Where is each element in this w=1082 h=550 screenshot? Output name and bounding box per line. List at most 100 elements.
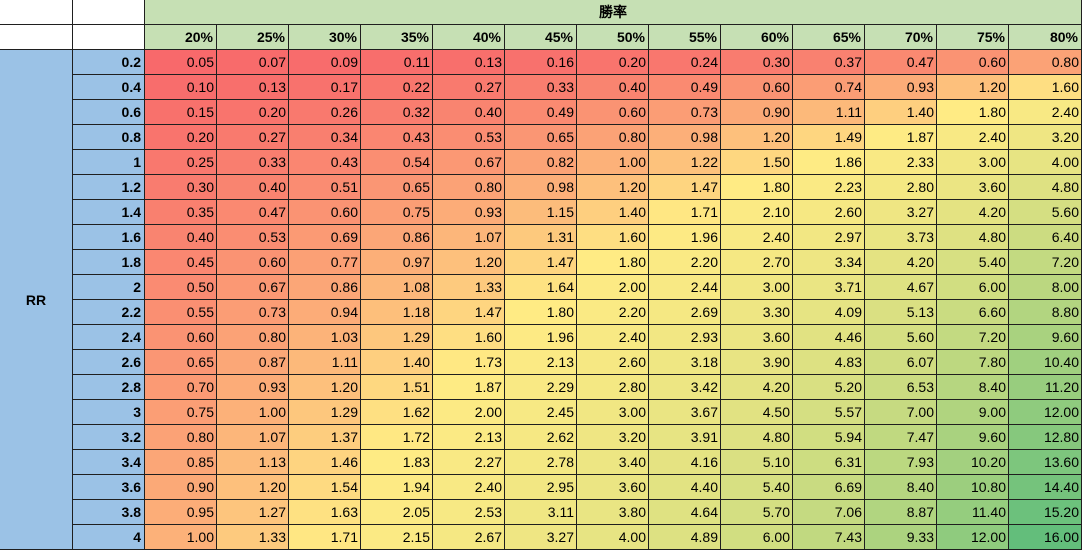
data-cell[interactable]: 4.46 xyxy=(793,325,865,350)
win-rate-col-header[interactable]: 65% xyxy=(793,25,865,50)
rr-row-header[interactable]: 0.2 xyxy=(73,50,145,75)
data-cell[interactable]: 1.20 xyxy=(937,75,1009,100)
data-cell[interactable]: 9.33 xyxy=(865,525,937,550)
data-cell[interactable]: 1.73 xyxy=(433,350,505,375)
data-cell[interactable]: 1.86 xyxy=(793,150,865,175)
data-cell[interactable]: 0.80 xyxy=(1009,50,1082,75)
data-cell[interactable]: 5.70 xyxy=(721,500,793,525)
data-cell[interactable]: 0.34 xyxy=(289,125,361,150)
data-cell[interactable]: 1.40 xyxy=(577,200,649,225)
data-cell[interactable]: 3.90 xyxy=(721,350,793,375)
data-cell[interactable]: 8.80 xyxy=(1009,300,1082,325)
data-cell[interactable]: 0.49 xyxy=(505,100,577,125)
data-cell[interactable]: 0.51 xyxy=(289,175,361,200)
data-cell[interactable]: 1.64 xyxy=(505,275,577,300)
data-cell[interactable]: 0.60 xyxy=(721,75,793,100)
data-cell[interactable]: 1.20 xyxy=(433,250,505,275)
data-cell[interactable]: 2.53 xyxy=(433,500,505,525)
data-cell[interactable]: 1.60 xyxy=(433,325,505,350)
data-cell[interactable]: 0.43 xyxy=(361,125,433,150)
data-cell[interactable]: 2.40 xyxy=(937,125,1009,150)
data-cell[interactable]: 0.67 xyxy=(433,150,505,175)
win-rate-col-header[interactable]: 35% xyxy=(361,25,433,50)
data-cell[interactable]: 2.67 xyxy=(433,525,505,550)
data-cell[interactable]: 4.20 xyxy=(721,375,793,400)
data-cell[interactable]: 4.64 xyxy=(649,500,721,525)
data-cell[interactable]: 1.71 xyxy=(649,200,721,225)
data-cell[interactable]: 4.80 xyxy=(721,425,793,450)
data-cell[interactable]: 3.67 xyxy=(649,400,721,425)
data-cell[interactable]: 0.49 xyxy=(649,75,721,100)
rr-row-header[interactable]: 1.2 xyxy=(73,175,145,200)
win-rate-col-header[interactable]: 20% xyxy=(145,25,217,50)
data-cell[interactable]: 0.93 xyxy=(865,75,937,100)
data-cell[interactable]: 1.00 xyxy=(577,150,649,175)
data-cell[interactable]: 0.85 xyxy=(145,450,217,475)
rr-row-header[interactable]: 3.2 xyxy=(73,425,145,450)
data-cell[interactable]: 0.27 xyxy=(433,75,505,100)
data-cell[interactable]: 0.33 xyxy=(505,75,577,100)
rr-row-header[interactable]: 3.8 xyxy=(73,500,145,525)
rr-row-header[interactable]: 0.6 xyxy=(73,100,145,125)
data-cell[interactable]: 1.29 xyxy=(289,400,361,425)
data-cell[interactable]: 10.20 xyxy=(937,450,1009,475)
data-cell[interactable]: 2.20 xyxy=(649,250,721,275)
data-cell[interactable]: 1.13 xyxy=(217,450,289,475)
data-cell[interactable]: 0.80 xyxy=(145,425,217,450)
data-cell[interactable]: 0.07 xyxy=(217,50,289,75)
data-cell[interactable]: 0.75 xyxy=(145,400,217,425)
data-cell[interactable]: 12.00 xyxy=(937,525,1009,550)
data-cell[interactable]: 1.46 xyxy=(289,450,361,475)
data-cell[interactable]: 7.47 xyxy=(865,425,937,450)
data-cell[interactable]: 0.65 xyxy=(145,350,217,375)
data-cell[interactable]: 0.16 xyxy=(505,50,577,75)
data-cell[interactable]: 0.37 xyxy=(793,50,865,75)
data-cell[interactable]: 11.20 xyxy=(1009,375,1082,400)
data-cell[interactable]: 3.80 xyxy=(577,500,649,525)
data-cell[interactable]: 1.03 xyxy=(289,325,361,350)
data-cell[interactable]: 2.15 xyxy=(361,525,433,550)
data-cell[interactable]: 0.75 xyxy=(361,200,433,225)
data-cell[interactable]: 0.87 xyxy=(217,350,289,375)
win-rate-col-header[interactable]: 70% xyxy=(865,25,937,50)
data-cell[interactable]: 1.20 xyxy=(577,175,649,200)
data-cell[interactable]: 5.10 xyxy=(721,450,793,475)
data-cell[interactable]: 2.40 xyxy=(1009,100,1082,125)
rr-row-header[interactable]: 1 xyxy=(73,150,145,175)
data-cell[interactable]: 1.18 xyxy=(361,300,433,325)
corner-cell[interactable] xyxy=(73,25,145,50)
data-cell[interactable]: 1.00 xyxy=(145,525,217,550)
data-cell[interactable]: 0.17 xyxy=(289,75,361,100)
data-cell[interactable]: 1.60 xyxy=(577,225,649,250)
data-cell[interactable]: 0.40 xyxy=(433,100,505,125)
data-cell[interactable]: 0.86 xyxy=(289,275,361,300)
data-cell[interactable]: 0.69 xyxy=(289,225,361,250)
data-cell[interactable]: 16.00 xyxy=(1009,525,1082,550)
data-cell[interactable]: 0.82 xyxy=(505,150,577,175)
data-cell[interactable]: 1.40 xyxy=(361,350,433,375)
data-cell[interactable]: 0.30 xyxy=(721,50,793,75)
data-cell[interactable]: 5.60 xyxy=(1009,200,1082,225)
data-cell[interactable]: 4.09 xyxy=(793,300,865,325)
rr-row-header[interactable]: 3.6 xyxy=(73,475,145,500)
data-cell[interactable]: 0.13 xyxy=(433,50,505,75)
data-cell[interactable]: 2.60 xyxy=(793,200,865,225)
data-cell[interactable]: 2.45 xyxy=(505,400,577,425)
data-cell[interactable]: 3.71 xyxy=(793,275,865,300)
data-cell[interactable]: 0.97 xyxy=(361,250,433,275)
data-cell[interactable]: 2.80 xyxy=(577,375,649,400)
data-cell[interactable]: 0.45 xyxy=(145,250,217,275)
rr-row-header[interactable]: 1.4 xyxy=(73,200,145,225)
data-cell[interactable]: 0.65 xyxy=(361,175,433,200)
data-cell[interactable]: 3.40 xyxy=(577,450,649,475)
data-cell[interactable]: 0.60 xyxy=(289,200,361,225)
data-cell[interactable]: 4.80 xyxy=(1009,175,1082,200)
data-cell[interactable]: 1.50 xyxy=(721,150,793,175)
data-cell[interactable]: 0.40 xyxy=(217,175,289,200)
data-cell[interactable]: 0.73 xyxy=(649,100,721,125)
data-cell[interactable]: 4.40 xyxy=(649,475,721,500)
data-cell[interactable]: 6.60 xyxy=(937,300,1009,325)
data-cell[interactable]: 3.60 xyxy=(937,175,1009,200)
rr-axis-label[interactable]: RR xyxy=(0,50,73,550)
data-cell[interactable]: 2.13 xyxy=(433,425,505,450)
